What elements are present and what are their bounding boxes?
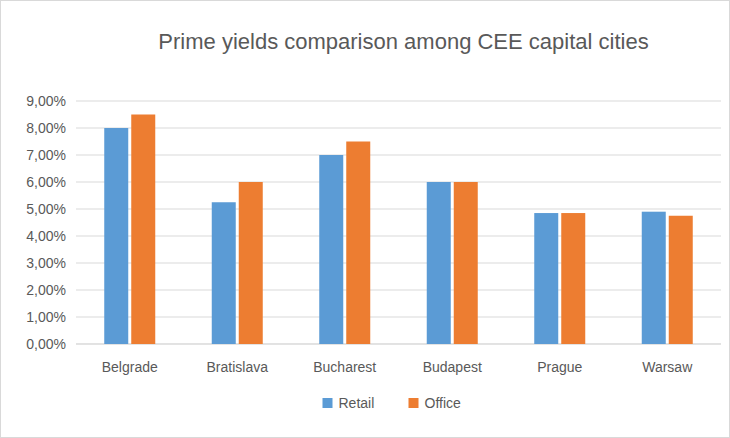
bar <box>561 213 585 344</box>
grid-line <box>76 209 721 210</box>
y-tick-label: 4,00% <box>26 228 66 244</box>
bar <box>346 142 370 345</box>
x-tick-label: Prague <box>537 359 582 375</box>
bar <box>454 182 478 344</box>
legend-swatch <box>323 398 333 408</box>
legend-swatch <box>409 398 419 408</box>
grid-line <box>76 344 721 345</box>
bar <box>427 182 451 344</box>
bar <box>534 213 558 344</box>
legend: Retail Office <box>323 395 462 411</box>
y-tick-label: 9,00% <box>26 93 66 109</box>
grid-line <box>76 317 721 318</box>
legend-label: Office <box>425 395 462 411</box>
x-tick-label: Bratislava <box>207 359 269 375</box>
chart: Prime yields comparison among CEE capita… <box>0 0 730 438</box>
grid-line <box>76 290 721 291</box>
x-tick-label: Bucharest <box>313 359 376 375</box>
y-tick-label: 2,00% <box>26 282 66 298</box>
title: Prime yields comparison among CEE capita… <box>158 29 648 54</box>
grid-line <box>76 182 721 183</box>
bar <box>669 216 693 344</box>
x-axis-line <box>76 344 721 345</box>
bars <box>104 115 693 345</box>
y-tick-label: 1,00% <box>26 309 66 325</box>
y-tick-label: 0,00% <box>26 336 66 352</box>
y-tick-label: 7,00% <box>26 147 66 163</box>
x-tick-label: Warsaw <box>642 359 693 375</box>
bar <box>642 212 666 344</box>
grid-line <box>76 236 721 237</box>
bar <box>131 115 155 345</box>
grid-line <box>76 155 721 156</box>
grid-line <box>76 263 721 264</box>
bar <box>319 155 343 344</box>
bar <box>239 182 263 344</box>
y-tick-label: 5,00% <box>26 201 66 217</box>
y-tick-label: 8,00% <box>26 120 66 136</box>
x-tick-label: Budapest <box>423 359 482 375</box>
y-tick-label: 3,00% <box>26 255 66 271</box>
x-tick-label: Belgrade <box>102 359 158 375</box>
grid-line <box>76 128 721 129</box>
bar <box>104 128 128 344</box>
bar <box>212 202 236 344</box>
legend-label: Retail <box>339 395 375 411</box>
y-tick-label: 6,00% <box>26 174 66 190</box>
grid-line <box>76 101 721 102</box>
